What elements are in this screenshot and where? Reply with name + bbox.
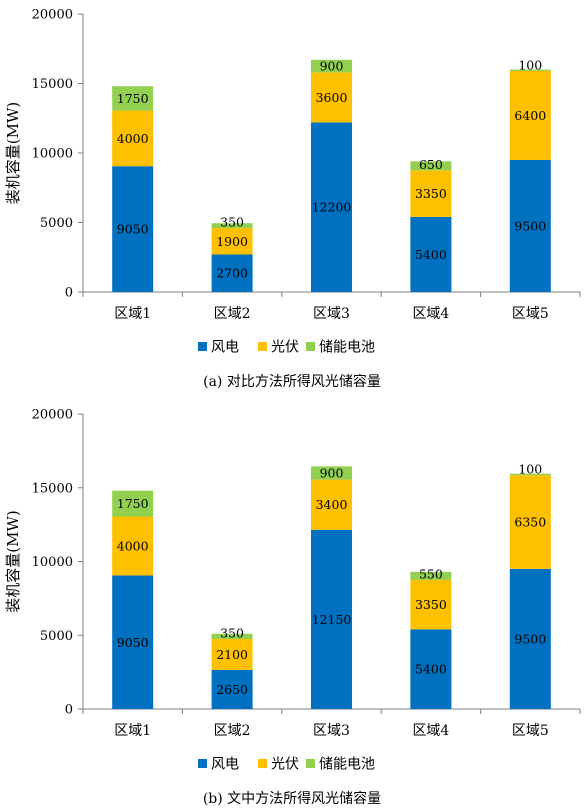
y-axis-title: 装机容量(MW) — [4, 510, 22, 612]
data-label: 5400 — [415, 247, 447, 262]
legend-label: 储能电池 — [319, 340, 375, 356]
category-label: 区域5 — [512, 306, 549, 322]
data-label: 100 — [518, 462, 542, 477]
data-label: 3400 — [316, 497, 348, 512]
bar-segment — [112, 86, 154, 111]
data-label: 1900 — [216, 234, 248, 249]
data-label: 9050 — [117, 222, 149, 237]
data-label: 550 — [419, 566, 443, 581]
data-label: 3350 — [415, 186, 447, 201]
data-label: 1750 — [117, 496, 149, 511]
data-label: 6350 — [514, 515, 546, 530]
y-tick-label: 20000 — [32, 8, 73, 23]
legend-swatch — [198, 759, 207, 768]
y-tick-label: 15000 — [32, 77, 73, 92]
bar-segment — [311, 72, 352, 123]
bar-segment — [311, 466, 352, 480]
category-label: 区域3 — [313, 306, 350, 322]
data-label: 9500 — [514, 218, 546, 233]
category-label: 区域2 — [214, 306, 251, 322]
bar-segment — [311, 479, 352, 530]
y-tick-label: 20000 — [32, 408, 73, 423]
bar-segment — [410, 571, 452, 580]
figure-caption: (a) 对比方法所得风光储容量 — [203, 373, 381, 390]
bar-segment — [509, 475, 551, 569]
y-tick-label: 10000 — [32, 147, 73, 162]
data-label: 2650 — [216, 682, 248, 697]
bar-segment — [311, 59, 352, 73]
category-label: 区域1 — [114, 306, 151, 322]
y-tick-label: 5000 — [40, 216, 73, 231]
bar-segment — [112, 490, 154, 517]
legend-swatch — [198, 342, 207, 351]
legend-swatch — [306, 759, 315, 768]
data-label: 3600 — [316, 90, 348, 105]
bar-segment — [410, 161, 452, 171]
legend-swatch — [306, 342, 315, 351]
legend-label: 光伏 — [271, 340, 299, 356]
bar-segment — [509, 69, 551, 71]
legend-label: 储能电池 — [319, 757, 375, 773]
data-label: 1750 — [117, 91, 149, 106]
data-label: 12200 — [312, 200, 352, 215]
category-label: 区域4 — [412, 306, 449, 322]
data-label: 12150 — [312, 612, 352, 627]
data-label: 2100 — [216, 647, 248, 662]
y-tick-label: 0 — [65, 703, 73, 718]
bar-segment — [311, 529, 352, 709]
bar-segment — [509, 568, 551, 709]
y-axis-title: 装机容量(MW) — [4, 102, 22, 204]
data-label: 9050 — [117, 635, 149, 650]
category-label: 区域1 — [114, 723, 151, 739]
bar-segment — [509, 473, 551, 476]
y-tick-label: 0 — [65, 286, 73, 301]
data-label: 2700 — [216, 266, 248, 281]
bar-segment — [211, 669, 253, 709]
legend-swatch — [258, 342, 267, 351]
bar-segment — [112, 575, 154, 709]
category-label: 区域4 — [412, 723, 449, 739]
data-label: 5400 — [415, 662, 447, 677]
y-tick-label: 5000 — [40, 629, 73, 644]
category-label: 区域5 — [512, 723, 549, 739]
bar-segment — [410, 629, 452, 709]
bar-segment — [211, 638, 253, 670]
bar-segment — [211, 223, 253, 229]
chart-panel-b: 0 5000 10000 15000 20000 装机容量(MW) 区域1 9050 4000 1… — [4, 408, 581, 807]
category-label: 区域3 — [313, 723, 350, 739]
bar-segment — [509, 70, 551, 160]
category-label: 区域2 — [214, 723, 251, 739]
data-label: 100 — [518, 57, 542, 72]
bar-segment — [410, 216, 452, 292]
y-tick-label: 10000 — [32, 555, 73, 570]
data-label: 650 — [419, 157, 443, 172]
bar-segment — [211, 254, 253, 292]
bar-segment — [410, 579, 452, 630]
bar-segment — [112, 516, 154, 576]
bar-segment — [311, 122, 352, 292]
legend-label: 风电 — [211, 340, 239, 356]
data-label: 4000 — [117, 131, 149, 146]
bar-segment — [211, 228, 253, 255]
y-tick-label: 15000 — [32, 481, 73, 496]
data-label: 900 — [320, 59, 344, 74]
bar-segment — [112, 166, 154, 292]
data-label: 4000 — [117, 539, 149, 554]
data-label: 350 — [220, 625, 244, 640]
data-label: 3350 — [415, 597, 447, 612]
bar-segment — [112, 110, 154, 167]
data-label: 900 — [320, 466, 344, 481]
bar-segment — [509, 159, 551, 292]
bar-segment — [410, 170, 452, 217]
data-label: 6400 — [514, 108, 546, 123]
data-label: 350 — [220, 215, 244, 230]
legend-label: 风电 — [211, 757, 239, 773]
legend-swatch — [258, 759, 267, 768]
data-label: 9500 — [514, 631, 546, 646]
bar-segment — [211, 633, 253, 639]
chart-panel-a: 0 5000 10000 15000 20000 装机容量(MW) 区域1 9050 4000 1… — [4, 8, 581, 390]
legend-label: 光伏 — [271, 757, 299, 773]
figure-caption: (b) 文中方法所得风光储容量 — [203, 790, 381, 807]
